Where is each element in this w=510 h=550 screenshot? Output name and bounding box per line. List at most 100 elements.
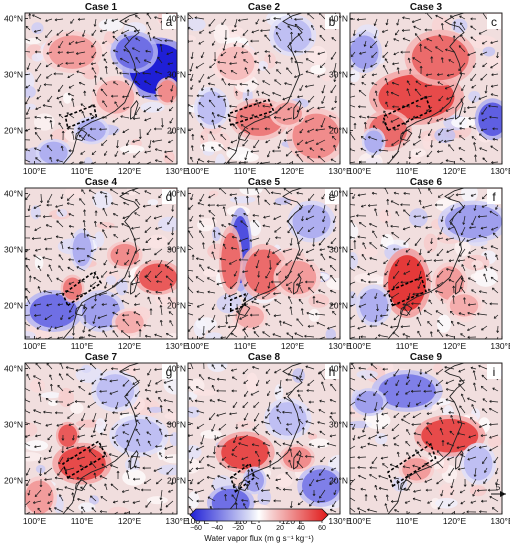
y-tick-label: 30°N	[167, 245, 186, 255]
island-outline	[399, 304, 413, 317]
x-tick-label: 110°E	[71, 166, 94, 176]
flux-blob	[292, 204, 331, 239]
x-tick-label: 100°E	[23, 166, 47, 176]
y-tick-label: 30°N	[329, 70, 348, 80]
coastline	[62, 13, 140, 164]
x-tick-label: 120°E	[118, 341, 142, 351]
coastline	[225, 13, 303, 164]
flux-blob	[273, 18, 312, 53]
panel-letter-box	[325, 364, 339, 379]
y-tick-label: 40°N	[4, 364, 23, 374]
colorbar-ticks: −60 −40 −20 0 20 40 60	[190, 521, 326, 532]
x-tick-label: 130°E	[165, 166, 189, 176]
y-tick-label: 20°N	[329, 300, 348, 310]
island-outline	[399, 479, 413, 492]
panel-title: Case 1	[85, 2, 118, 13]
island-outline	[130, 99, 139, 120]
panel-letter: a	[166, 15, 173, 29]
flux-blob	[302, 469, 340, 503]
study-region-box	[62, 270, 103, 307]
study-region-box	[387, 442, 437, 488]
colorbar-tick-label: 20	[276, 525, 284, 532]
island-outline	[237, 129, 251, 142]
flux-blob	[221, 232, 241, 289]
colorbar: −60 −40 −20 0 20 40 60 Water vapor flux (m g s…	[189, 508, 329, 543]
flux-blob	[449, 294, 479, 317]
panel-b: Case 2 b 20°N 30°N 40°N 100°E 110°E 120°E 130°E	[167, 2, 352, 176]
flux-blob	[96, 80, 135, 114]
x-tick-label: 120°E	[281, 341, 305, 351]
y-tick-label: 30°N	[329, 420, 348, 430]
panel-letter-box	[487, 189, 501, 204]
x-tick-label: 130°E	[490, 516, 510, 526]
panel-letter: e	[329, 190, 336, 204]
y-tick-label: 20°N	[4, 300, 23, 310]
flux-blob	[292, 113, 340, 159]
panel-title: Case 6	[410, 177, 443, 188]
coastline	[387, 13, 465, 164]
panel-frame	[187, 12, 341, 165]
flux-blob	[197, 91, 226, 125]
wind-vectors	[350, 363, 499, 514]
flux-blob	[63, 277, 82, 300]
panel-d: Case 4 d 20°N 30°N 40°N 100°E 110°E 120°E 130°E	[4, 177, 189, 351]
island-outline	[74, 304, 88, 317]
panel-title: Case 8	[248, 352, 281, 363]
colorbar-bar	[189, 508, 329, 522]
flux-blob	[421, 418, 479, 453]
flux-blob	[378, 74, 455, 120]
island-outline	[293, 99, 302, 120]
flux-blob	[115, 311, 144, 334]
y-tick-label: 30°N	[4, 420, 23, 430]
wind-vectors	[25, 363, 174, 514]
x-tick-label: 100°E	[348, 516, 372, 526]
reference-vector: 5	[491, 482, 506, 497]
flux-blob	[29, 294, 78, 328]
colorbar-tick-label: −60	[190, 525, 202, 532]
flux-blob	[72, 232, 92, 267]
panel-frame	[187, 187, 341, 340]
y-tick-label: 40°N	[167, 14, 186, 24]
x-tick-label: 110°E	[396, 341, 419, 351]
x-tick-label: 120°E	[118, 166, 142, 176]
flux-blob	[58, 446, 106, 481]
island-outline	[130, 449, 139, 470]
panel-letter: c	[491, 15, 497, 29]
x-tick-label: 130°E	[490, 166, 510, 176]
panel-frame	[349, 362, 503, 515]
x-tick-label: 110°E	[396, 516, 419, 526]
y-tick-label: 40°N	[329, 364, 348, 374]
island-outline	[455, 449, 464, 470]
panel-g: Case 7 g 20°N 30°N 40°N 100°E 110°E 120°E 130°E	[4, 352, 189, 526]
wind-vectors	[25, 13, 174, 164]
y-tick-label: 30°N	[167, 70, 186, 80]
flux-blob	[378, 374, 436, 408]
panel-e: Case 5 e 20°N 30°N 40°N 100°E 110°E 120°E 130°E	[167, 177, 352, 351]
panel-letter: b	[329, 15, 336, 29]
study-region-box	[227, 98, 275, 126]
island-outline	[293, 274, 302, 295]
study-region-box	[229, 293, 246, 313]
coastline	[225, 188, 303, 339]
panel-letter: g	[166, 365, 173, 379]
x-tick-label: 110°E	[396, 166, 419, 176]
flux-blob	[77, 119, 106, 142]
x-tick-label: 100°E	[186, 341, 210, 351]
panel-letter: d	[166, 190, 173, 204]
flux-blob	[359, 288, 388, 323]
y-tick-label: 20°N	[329, 475, 348, 485]
colorbar-tick-label: 0	[257, 525, 261, 532]
panel-title: Case 4	[85, 177, 118, 188]
x-tick-label: 120°E	[443, 166, 467, 176]
panel-title: Case 7	[85, 352, 118, 363]
x-tick-label: 120°E	[443, 341, 467, 351]
island-outline	[130, 274, 139, 295]
wind-vectors	[25, 188, 175, 339]
panel-letter-box	[325, 14, 339, 29]
panel-title: Case 5	[248, 177, 281, 188]
panel-frame	[24, 187, 178, 340]
panel-frame	[24, 362, 178, 515]
flux-blob	[411, 35, 469, 81]
panel-letter: h	[329, 365, 336, 379]
x-tick-label: 100°E	[23, 516, 47, 526]
